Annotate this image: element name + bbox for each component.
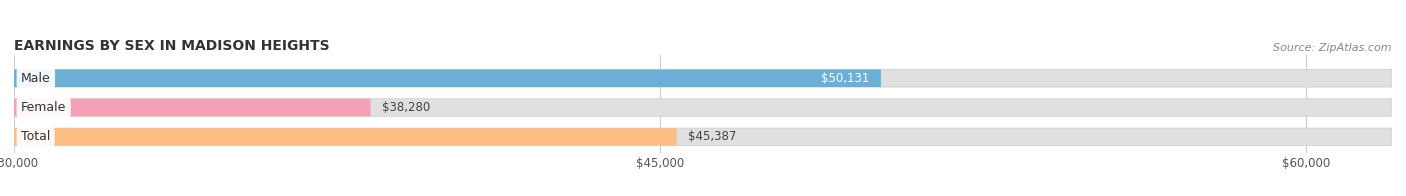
Text: Female: Female: [21, 101, 66, 114]
Text: Source: ZipAtlas.com: Source: ZipAtlas.com: [1274, 43, 1392, 53]
Text: $50,131: $50,131: [821, 72, 870, 85]
Text: $38,280: $38,280: [381, 101, 430, 114]
Text: EARNINGS BY SEX IN MADISON HEIGHTS: EARNINGS BY SEX IN MADISON HEIGHTS: [14, 39, 329, 53]
FancyBboxPatch shape: [14, 99, 371, 116]
FancyBboxPatch shape: [14, 70, 1392, 87]
Text: Male: Male: [21, 72, 51, 85]
FancyBboxPatch shape: [14, 70, 882, 87]
FancyBboxPatch shape: [14, 128, 676, 146]
Text: Total: Total: [21, 130, 51, 143]
FancyBboxPatch shape: [14, 99, 1392, 116]
Text: $45,387: $45,387: [688, 130, 735, 143]
FancyBboxPatch shape: [14, 128, 1392, 146]
